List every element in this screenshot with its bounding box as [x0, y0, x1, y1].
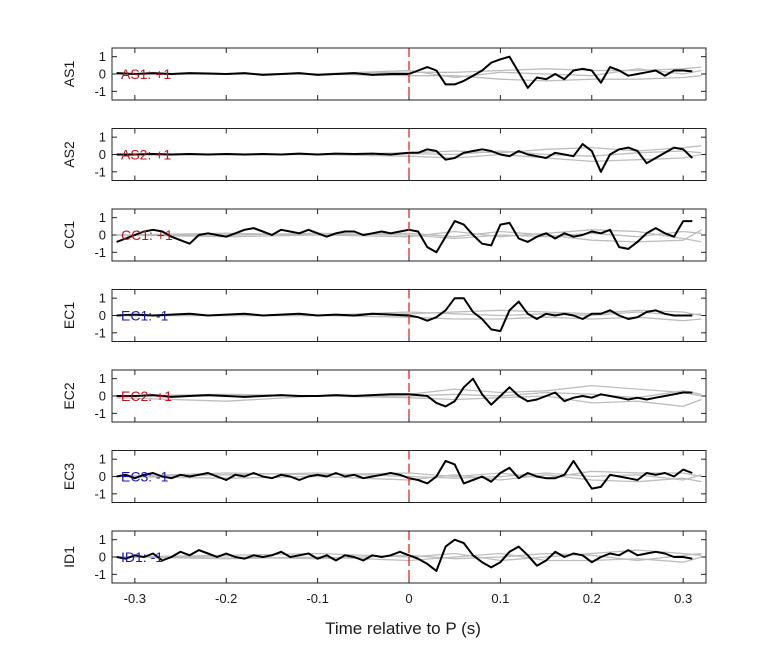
panel-cc1: 1 0 -1 CC1: +1 CC1 — [61, 208, 707, 262]
background-trace — [116, 230, 702, 240]
y-axis-label: EC2 — [61, 382, 77, 409]
main-trace — [116, 55, 693, 89]
y-tick-label: 1 — [99, 532, 106, 547]
y-tick-label: 1 — [99, 49, 106, 64]
background-trace — [116, 229, 702, 243]
panel-ec1: 1 0 -1 EC1: -1 EC1 — [61, 289, 707, 342]
y-tick-label: 1 — [99, 371, 106, 386]
y-tick-label: 0 — [99, 469, 106, 484]
panel-as2: 1 0 -1 AS2: +1 AS2 — [61, 128, 707, 181]
station-annotation: EC3: -1 — [121, 469, 169, 485]
x-tick-label: 0 — [405, 591, 412, 606]
station-annotation: EC2: +1 — [121, 388, 172, 404]
y-axis-label: AS1 — [61, 61, 77, 88]
main-trace — [116, 459, 693, 490]
background-trace — [116, 311, 702, 317]
panels-group: 1 0 -1 AS1: +1 AS1 1 0 -1 AS2: +1 AS2 1 0 -1 CC1: +1 C… — [61, 47, 707, 584]
x-tick-label: -0.3 — [124, 591, 146, 606]
x-axis-title: Time relative to P (s) — [325, 619, 481, 638]
y-tick-label: 0 — [99, 147, 106, 162]
panel-frame — [111, 450, 707, 503]
panel-frame — [111, 208, 707, 262]
panel-frame — [111, 530, 707, 584]
panel-frame — [111, 369, 707, 423]
y-tick-label: -1 — [94, 406, 106, 421]
background-trace — [116, 552, 702, 562]
y-tick-label: 1 — [99, 210, 106, 225]
y-tick-label: -1 — [94, 567, 106, 582]
x-tick-label: -0.1 — [306, 591, 328, 606]
background-trace — [116, 472, 702, 481]
background-trace — [116, 395, 702, 408]
main-trace — [116, 143, 693, 173]
panel-frame — [111, 128, 707, 181]
main-trace — [116, 538, 693, 572]
y-tick-label: -1 — [94, 164, 106, 179]
panel-frame — [111, 47, 707, 101]
panel-frame — [111, 289, 707, 342]
x-axis: -0.3 -0.2 -0.1 0 0.1 0.2 0.3 — [124, 591, 693, 606]
y-tick-label: -1 — [94, 245, 106, 260]
y-tick-label: 0 — [99, 550, 106, 565]
y-axis-label: EC3 — [61, 463, 77, 490]
y-axis-label: EC1 — [61, 302, 77, 329]
panel-ec2: 1 0 -1 EC2: +1 EC2 — [61, 369, 707, 423]
y-tick-label: 0 — [99, 389, 106, 404]
main-trace — [116, 297, 693, 333]
station-annotation: AS1: +1 — [121, 66, 171, 82]
x-tick-label: 0.2 — [583, 591, 601, 606]
station-annotation: AS2: +1 — [121, 147, 171, 163]
station-annotation: EC1: -1 — [121, 308, 169, 324]
station-annotation: ID1: -1 — [121, 549, 163, 565]
y-tick-label: -1 — [94, 84, 106, 99]
x-tick-label: 0.3 — [674, 591, 692, 606]
main-trace — [116, 220, 693, 254]
y-axis-label: CC1 — [61, 221, 77, 249]
y-axis-label: ID1 — [61, 546, 77, 568]
y-tick-label: 0 — [99, 67, 106, 82]
y-tick-label: -1 — [94, 486, 106, 501]
main-trace — [116, 377, 693, 408]
x-tick-label: 0.1 — [491, 591, 509, 606]
y-axis-label: AS2 — [61, 141, 77, 168]
background-trace — [116, 474, 702, 483]
panel-as1: 1 0 -1 AS1: +1 AS1 — [61, 47, 707, 101]
x-tick-label: -0.2 — [215, 591, 237, 606]
y-tick-label: 0 — [99, 228, 106, 243]
y-tick-label: 1 — [99, 291, 106, 306]
y-tick-label: -1 — [94, 325, 106, 340]
y-tick-label: 1 — [99, 130, 106, 145]
panel-id1: 1 0 -1 ID1: -1 ID1 — [61, 530, 707, 584]
y-tick-label: 0 — [99, 308, 106, 323]
y-tick-label: 1 — [99, 452, 106, 467]
station-annotation: CC1: +1 — [121, 227, 173, 243]
panel-ec3: 1 0 -1 EC3: -1 EC3 — [61, 450, 707, 503]
